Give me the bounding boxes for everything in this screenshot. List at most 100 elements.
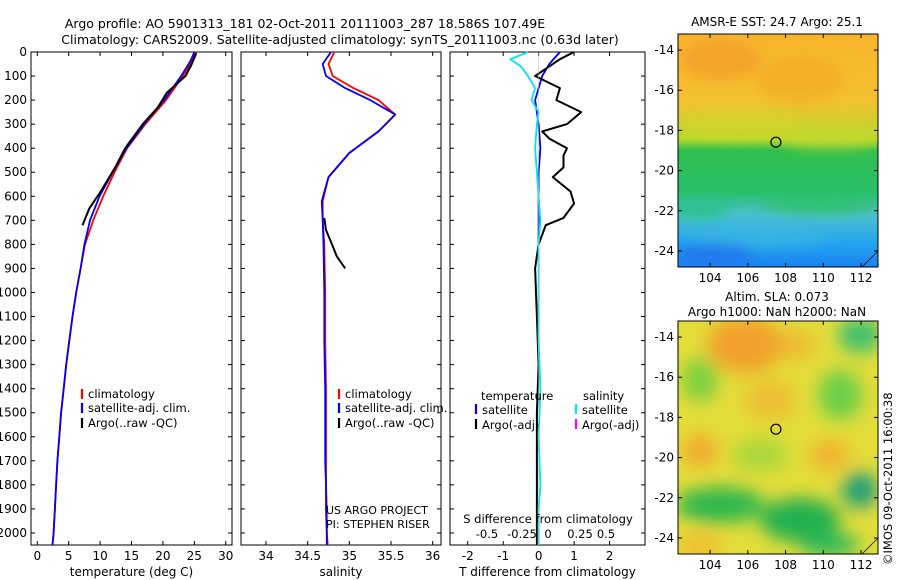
plot-area <box>240 51 442 546</box>
legend-entry: Argo(..raw -QC) <box>345 416 435 430</box>
series-line-2 <box>81 52 198 226</box>
top-tick-label: 0.25 <box>567 527 593 541</box>
x-tick-label: 25 <box>187 549 202 563</box>
y-tick-label: 800 <box>4 237 27 251</box>
y-tick-label: 1800 <box>0 478 27 492</box>
y-tick-label: -16 <box>654 83 674 97</box>
y-tick-label: 300 <box>4 117 27 131</box>
y-tick-label: 2000 <box>0 526 27 540</box>
legend-entry: climatology <box>88 387 155 401</box>
top-tick-label: -0.5 <box>476 527 498 541</box>
x-tick-label: 34.5 <box>294 549 321 563</box>
y-tick-label: 200 <box>4 93 27 107</box>
x-tick-label: 20 <box>155 549 170 563</box>
y-tick-label: 700 <box>4 213 27 227</box>
x-tick-label: 30 <box>218 549 233 563</box>
series-line-1 <box>534 51 583 545</box>
imos-credit: ©IMOS 09-Oct-2011 16:00:38 <box>881 392 895 565</box>
y-tick-label: 1400 <box>0 382 27 396</box>
x-tick-label: 0 <box>535 549 543 563</box>
x-tick-label: 10 <box>92 549 107 563</box>
y-tick-label: -18 <box>654 123 674 137</box>
sla-map-title-line-1: Altim. SLA: 0.073 <box>725 290 829 304</box>
sst-map-title: AMSR-E SST: 24.7 Argo: 25.1 <box>691 15 863 29</box>
y-tick-label: 900 <box>4 261 27 275</box>
y-tick-label: 1900 <box>0 502 27 516</box>
header-title-line-2: Climatology: CARS2009. Satellite-adjuste… <box>61 32 618 47</box>
sst-heatmap-field <box>678 34 878 267</box>
legend-temp-title: temperature <box>481 389 553 403</box>
y-tick-label: 500 <box>4 165 27 179</box>
x-tick-label: 106 <box>736 558 759 572</box>
legend-entry: satellite-adj. clim. <box>345 401 447 415</box>
y-tick-label: -20 <box>654 164 674 178</box>
x-tick-label: -2 <box>462 549 474 563</box>
y-tick-label: -16 <box>654 370 674 384</box>
x-tick-label: 110 <box>812 558 835 572</box>
x-tick-label: 36 <box>425 549 440 563</box>
y-tick-label: 600 <box>4 189 27 203</box>
x-axis-label: temperature (deg C) <box>70 565 193 579</box>
y-tick-label: 0 <box>19 45 27 59</box>
argo-location-marker <box>770 136 782 148</box>
x-tick-label: 34 <box>258 549 273 563</box>
legend-sal-argo: Argo(-adj) <box>582 418 639 432</box>
salinity-profile-panel: 34 34.5 35 35.5 36 salinity climatologysatelli… <box>240 51 447 579</box>
series-line-2 <box>323 217 347 269</box>
y-tick-label: 400 <box>4 141 27 155</box>
y-tick-label: -20 <box>654 451 674 465</box>
y-tick-label: -14 <box>654 43 674 57</box>
sst-map-panel: AMSR-E SST: 24.7 Argo: 25.1 104 106 108 110… <box>654 15 879 285</box>
temperature-profile-panel: 0 5 10 15 20 25 300100200300400500600700800900… <box>0 45 233 579</box>
argo-location-marker <box>770 423 782 435</box>
x-tick-label: 0 <box>33 549 41 563</box>
sla-map-title-line-2: Argo h1000: NaN h2000: NaN <box>688 305 866 319</box>
x-tick-label: 35 <box>342 549 357 563</box>
top-axis-label: S difference from climatology <box>463 512 633 526</box>
sla-map-panel: Altim. SLA: 0.073 Argo h1000: NaN h2000:… <box>654 290 879 572</box>
legend-sal-satellite: satellite <box>582 403 628 417</box>
x-tick-label: 104 <box>699 271 722 285</box>
x-tick-label: 112 <box>850 271 873 285</box>
y-tick-label: 1700 <box>0 454 27 468</box>
x-tick-label: 106 <box>736 271 759 285</box>
legend-entry: climatology <box>345 387 412 401</box>
legend-entry: Argo(..raw -QC) <box>88 416 178 430</box>
x-tick-label: 108 <box>774 558 797 572</box>
x-tick-label: 2 <box>606 549 614 563</box>
y-tick-label: -18 <box>654 410 674 424</box>
x-axis-label: salinity <box>319 565 362 579</box>
top-tick-label: -0.25 <box>507 527 537 541</box>
legend-entry: satellite-adj. clim. <box>88 401 190 415</box>
y-tick-label: -14 <box>654 330 674 344</box>
pi-annotation: PI: STEPHEN RISER <box>326 518 430 531</box>
x-tick-label: 104 <box>699 558 722 572</box>
y-tick-label: -22 <box>654 204 674 218</box>
series-line-1 <box>320 51 397 545</box>
series-line-1 <box>51 51 196 546</box>
x-tick-label: 15 <box>124 549 139 563</box>
plot-area <box>30 51 233 546</box>
y-tick-label: 1500 <box>0 406 27 420</box>
y-tick-label: 1200 <box>0 334 27 348</box>
header-title-line-1: Argo profile: AO 5901313_181 02-Oct-2011… <box>65 16 545 31</box>
x-tick-label: 1 <box>570 549 578 563</box>
y-tick-label: 1100 <box>0 310 27 324</box>
y-tick-label: 1000 <box>0 285 27 299</box>
plot-area <box>449 51 646 546</box>
y-tick-label: 1300 <box>0 358 27 372</box>
x-tick-label: 35.5 <box>378 549 405 563</box>
sla-heatmap-field <box>678 321 878 554</box>
top-tick-label: 0 <box>544 527 551 541</box>
x-tick-label: 110 <box>812 271 835 285</box>
y-tick-label: -24 <box>654 244 674 258</box>
legend-sal-title: salinity <box>583 389 624 403</box>
x-tick-label: 112 <box>850 558 873 572</box>
x-tick-label: -1 <box>497 549 509 563</box>
x-axis-label: T difference from climatology <box>458 565 636 579</box>
x-tick-label: 5 <box>65 549 73 563</box>
legend-temp-argo: Argo(-adj) <box>482 418 539 432</box>
top-tick-label: 0.5 <box>597 527 615 541</box>
project-annotation: US ARGO PROJECT <box>326 504 428 517</box>
